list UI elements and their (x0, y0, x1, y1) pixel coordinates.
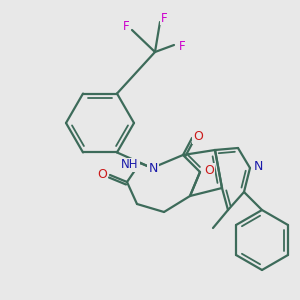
Text: F: F (179, 40, 185, 52)
Text: O: O (204, 164, 214, 176)
Text: F: F (161, 11, 167, 25)
Text: F: F (123, 20, 129, 34)
Text: NH: NH (121, 158, 139, 172)
Text: N: N (253, 160, 263, 173)
Text: N: N (148, 163, 158, 176)
Text: O: O (97, 167, 107, 181)
Text: O: O (193, 130, 203, 142)
